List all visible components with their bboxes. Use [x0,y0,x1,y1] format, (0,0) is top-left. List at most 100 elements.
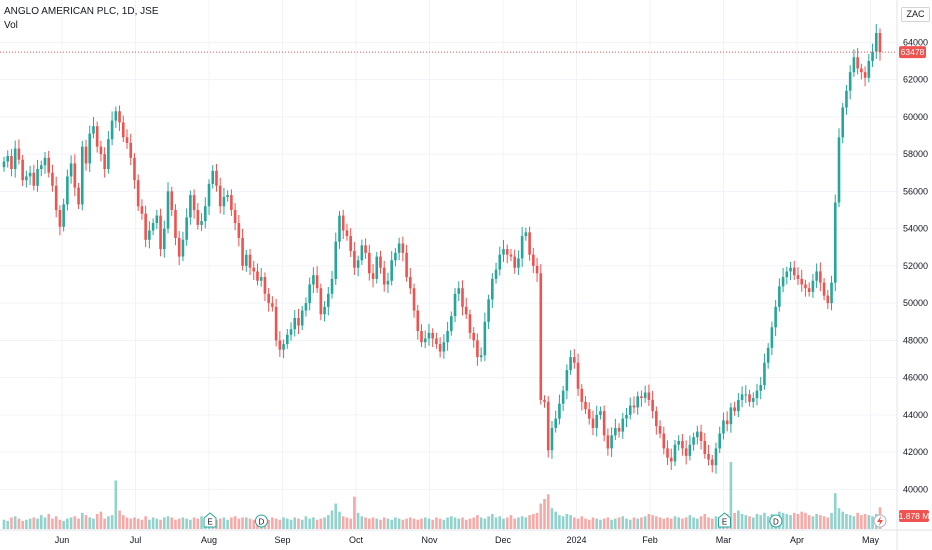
candle-body [625,414,628,419]
candle-body [826,295,830,304]
volume-bar [95,513,99,529]
volume-bar [737,510,740,529]
volume-bar [669,518,673,529]
volume-bar [319,518,323,529]
candle-body [569,357,572,371]
candle-body [129,142,133,158]
candle-body [684,448,688,456]
candle-body [610,435,613,449]
volume-bar [811,516,815,529]
y-tick-label: 50000 [903,298,928,308]
volume-bar [483,518,487,529]
candle-body [532,254,535,266]
volume-bar [453,517,457,529]
volume-bar [17,518,21,529]
candle-body [796,275,800,279]
candle-body [345,230,349,237]
candle-body [509,254,513,257]
y-tick-label: 60000 [903,112,928,122]
candle-body [32,172,36,186]
volume-bar [133,517,136,529]
volume-bar [848,515,852,529]
candle-body [386,280,390,285]
volume-bar [73,516,77,529]
volume-bar [200,516,203,529]
volume-bar [576,518,580,529]
candle-body [438,344,442,352]
volume-bar [230,517,233,529]
candle-body [248,254,252,268]
volume-bar [740,513,744,529]
candle-body [140,206,144,214]
volume-bar [222,517,226,529]
y-tick-label: 44000 [903,410,928,420]
y-tick-label: 40000 [903,484,928,494]
candle-body [43,157,47,166]
candle-body [420,331,423,343]
candle-body [491,278,494,300]
candle-body [95,126,99,147]
candle-body [133,157,136,181]
price-axis[interactable]: 40000 42000 44000 46000 48000 50000 52000 54000… [903,37,928,494]
volume-bar [192,517,196,529]
y-tick-label: 56000 [903,186,928,196]
candle-body [69,163,73,177]
candle-body [125,137,129,143]
candle-body [10,155,13,170]
candle-body [237,223,241,238]
candle-body [848,72,852,91]
earnings-marker[interactable] [718,512,731,528]
candle-body [155,215,159,224]
lightning-icon[interactable] [873,514,887,528]
candle-body [699,431,703,441]
volume-bar [632,517,636,529]
candle-body [252,267,256,272]
volume-bar [58,519,62,529]
volume-bar [267,519,270,529]
candle-body [681,440,684,449]
candle-body [84,146,88,164]
time-axis[interactable]: Jun Jul Aug Sep Oct Nov Dec 2024 Feb Mar Apr May [55,535,880,545]
volume-bar [614,518,617,529]
volume-bar [92,518,95,529]
volume-label: 1.878 M [899,510,929,522]
candle-body [446,331,449,343]
x-tick-label: Nov [421,535,438,545]
candle-body [271,303,274,307]
candle-body [174,209,177,238]
candle-body [628,405,632,415]
candle-body [751,398,755,402]
candle-body [651,399,654,412]
dividend-marker[interactable] [254,514,268,528]
candle-body [494,269,498,279]
x-tick-label: Feb [642,535,658,545]
candle-body [729,407,733,425]
volume-bar [696,518,699,529]
candle-body [498,254,502,270]
candle-body [565,370,569,391]
candle-body [696,431,699,438]
volume-bar [226,519,229,529]
candle-body [535,265,539,274]
candle-body [278,340,282,350]
candle-body [285,334,289,345]
candle-body [371,273,375,279]
candle-body [804,284,807,289]
candle-body [822,282,826,296]
dividend-marker[interactable] [769,514,783,528]
candle-body [289,329,293,335]
y-tick-label: 42000 [903,447,928,457]
volume-bar [159,519,162,529]
earnings-marker[interactable] [203,512,217,528]
volume-bar [99,511,103,529]
volume-bar [244,517,248,529]
volume-bar [103,518,106,529]
candle-body [517,258,520,268]
currency-label[interactable]: ZAC [901,7,930,22]
candle-body [759,385,763,391]
volume-bar [435,517,438,529]
volume-bar [181,517,185,529]
current-price-value: 63478 [901,47,925,57]
